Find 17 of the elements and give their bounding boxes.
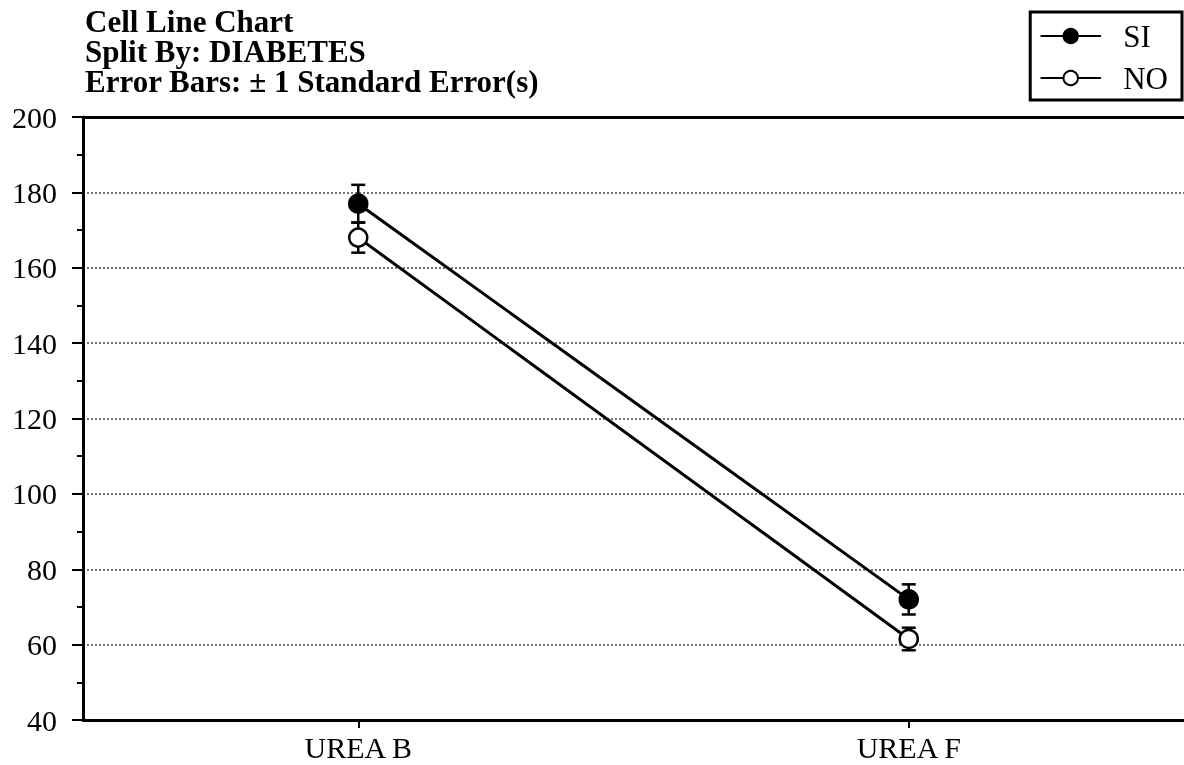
- y-tick-label: 100: [12, 477, 57, 511]
- point: [348, 227, 369, 248]
- y-tick-label: 80: [27, 552, 57, 586]
- y-tick-label: 60: [27, 628, 57, 662]
- y-tick-label: 180: [12, 175, 57, 209]
- y-tick-label: 140: [12, 326, 57, 360]
- legend-label: SI: [1123, 18, 1151, 54]
- x-tick-label: UREA B: [304, 730, 413, 764]
- point: [898, 589, 919, 610]
- y-tick-label: 160: [12, 251, 57, 285]
- y-tick-label: 120: [12, 402, 57, 435]
- chart-title: Cell Line Chart: [85, 3, 295, 39]
- x-tick-label: UREA F: [856, 730, 961, 764]
- y-tick-label: 200: [12, 100, 57, 134]
- point: [348, 193, 369, 214]
- legend-label: NO: [1123, 60, 1169, 96]
- y-tick-label: 40: [27, 703, 57, 737]
